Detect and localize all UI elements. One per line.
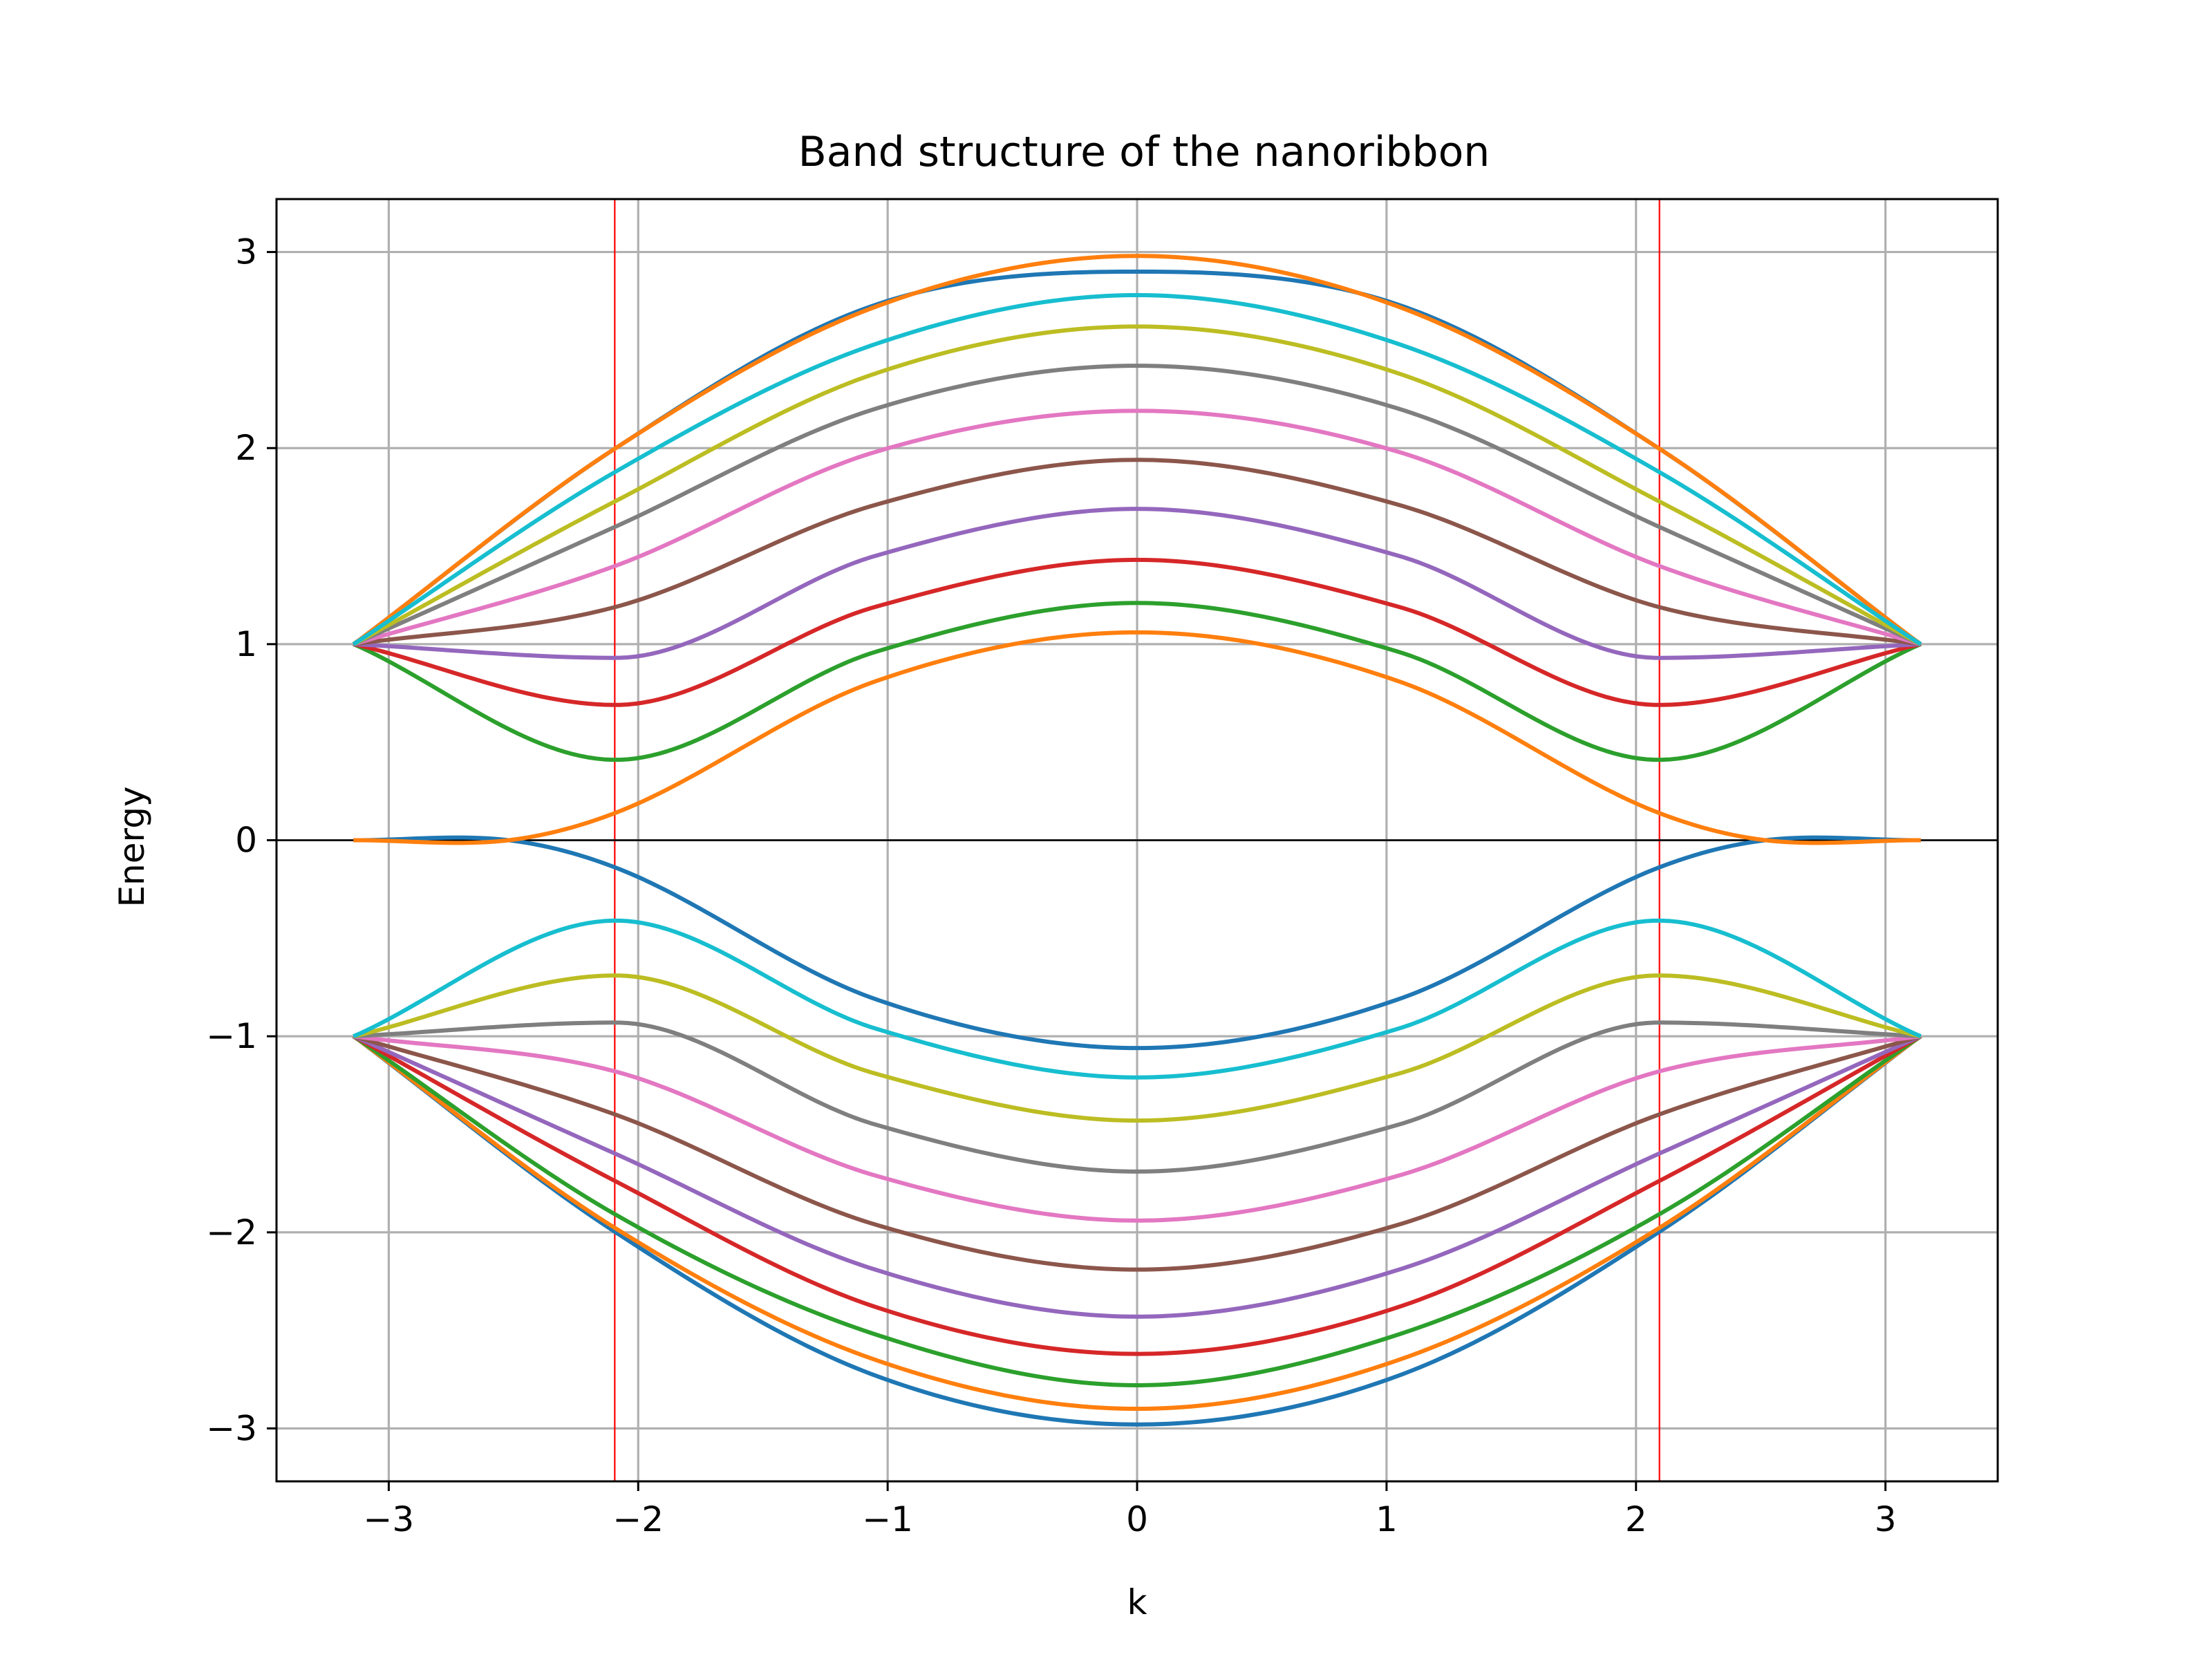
x-axis-label: k	[1127, 1582, 1147, 1622]
x-tick-label: −1	[862, 1499, 913, 1539]
band-curve-upper	[352, 254, 1922, 646]
band-curve-upper	[353, 409, 1922, 646]
band-curve-upper	[353, 458, 1922, 646]
band-curve-lower	[353, 835, 1921, 1051]
band-curve-lower	[353, 973, 1922, 1123]
y-tick-label: −1	[206, 1016, 257, 1056]
band-curve-upper	[352, 324, 1922, 646]
chart-title: Band structure of the nanoribbon	[798, 128, 1490, 176]
x-tick-label: −3	[364, 1499, 415, 1539]
band-curve-upper	[353, 507, 1921, 660]
band-curve-upper	[353, 630, 1921, 845]
x-tick-label: 0	[1126, 1499, 1148, 1539]
y-tick-label: 1	[235, 624, 257, 664]
band-curve-lower	[353, 1020, 1921, 1174]
band-curve-lower	[353, 918, 1922, 1080]
x-tick-label: 1	[1376, 1499, 1398, 1539]
band-curve-lower	[352, 1034, 1922, 1427]
x-axis-ticks: −3 −2 −1 0 1 2 3	[364, 1481, 1897, 1539]
band-curve-upper	[353, 601, 1922, 762]
band-curve-lower	[353, 1034, 1922, 1319]
x-tick-label: 2	[1625, 1499, 1647, 1539]
y-tick-label: −3	[206, 1408, 257, 1448]
y-tick-label: −2	[206, 1212, 257, 1253]
band-curves	[352, 254, 1922, 1427]
y-axis-label: Energy	[112, 786, 152, 907]
x-tick-label: 3	[1875, 1499, 1897, 1539]
band-curve-upper	[353, 364, 1922, 646]
y-tick-label: 3	[235, 232, 257, 272]
band-curve-lower	[353, 1034, 1922, 1223]
x-tick-label: −2	[612, 1499, 664, 1539]
band-curve-upper	[352, 292, 1922, 646]
band-curve-upper	[353, 557, 1922, 707]
y-axis-ticks: −3 −2 −1 0 1 2 3	[206, 232, 276, 1448]
y-tick-label: 0	[235, 821, 257, 861]
band-curve-lower	[352, 1034, 1922, 1388]
band-curve-lower	[352, 1034, 1922, 1356]
y-tick-label: 2	[235, 428, 257, 468]
band-curve-lower	[352, 1034, 1922, 1412]
band-curve-lower	[353, 1034, 1922, 1272]
